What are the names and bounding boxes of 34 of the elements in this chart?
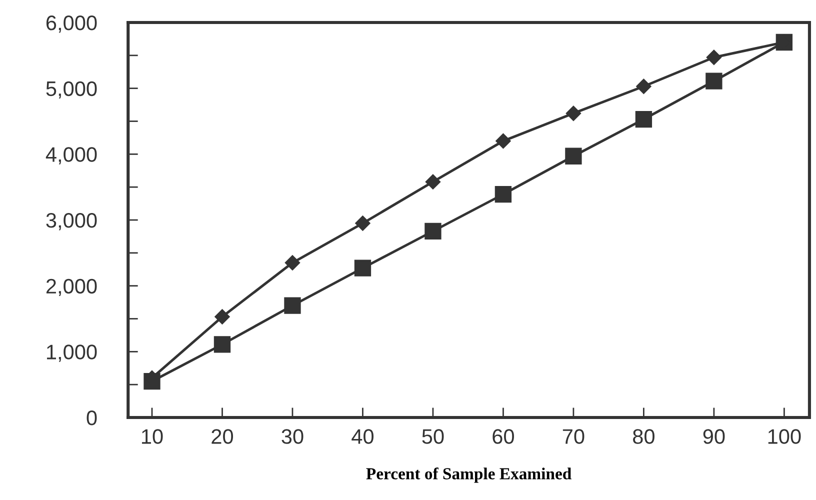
x-axis-title: Percent of Sample Examined bbox=[366, 467, 572, 483]
point bbox=[355, 216, 370, 231]
x-tick-label: 20 bbox=[212, 429, 234, 444]
y-tick-label: 0 bbox=[86, 410, 97, 426]
x-tick-label: 50 bbox=[422, 429, 444, 444]
y-tick-label: 4,000 bbox=[46, 147, 97, 164]
point bbox=[565, 148, 582, 164]
x-tick-label: 30 bbox=[282, 429, 304, 444]
point bbox=[494, 186, 512, 203]
point bbox=[566, 106, 582, 121]
point bbox=[424, 222, 442, 240]
x-tick-label: 60 bbox=[492, 429, 514, 444]
point bbox=[284, 255, 300, 270]
point bbox=[706, 50, 722, 65]
point bbox=[214, 336, 231, 353]
x-tick-label: 100 bbox=[768, 429, 801, 444]
point bbox=[354, 260, 372, 276]
x-tick-label: 80 bbox=[633, 429, 654, 444]
x-tick-label: 10 bbox=[142, 429, 163, 444]
y-tick-label: 3,000 bbox=[46, 213, 97, 230]
y-tick-label: 1,000 bbox=[47, 344, 97, 362]
point bbox=[706, 72, 722, 90]
point bbox=[214, 309, 230, 324]
y-tick-label: 2,000 bbox=[46, 278, 97, 296]
y-tick-label: 6,000 bbox=[46, 16, 97, 33]
y-tick-label: 5,000 bbox=[46, 81, 97, 99]
x-tick-label: 40 bbox=[352, 429, 374, 444]
x-tick-label: 70 bbox=[562, 429, 584, 444]
point bbox=[636, 78, 652, 94]
point bbox=[425, 174, 441, 190]
point bbox=[284, 297, 301, 314]
point bbox=[635, 110, 652, 128]
point bbox=[496, 133, 511, 149]
x-tick-label: 90 bbox=[703, 429, 725, 444]
